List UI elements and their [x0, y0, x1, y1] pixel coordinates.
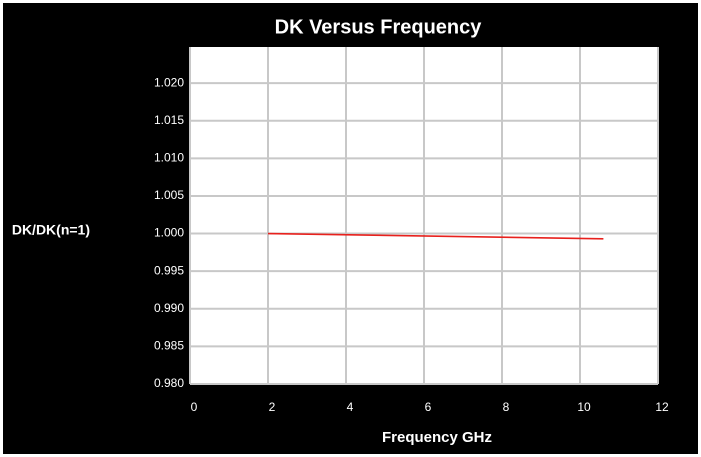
data-line — [267, 232, 604, 240]
x-tick-label: 0 — [191, 400, 198, 414]
y-tick-label: 0.985 — [154, 339, 184, 353]
x-tick-label: 12 — [655, 400, 669, 414]
y-axis-label: DK/DK(n=1) — [12, 222, 90, 238]
x-tick-label: 4 — [347, 400, 354, 414]
y-tick-label: 1.015 — [154, 113, 184, 127]
y-tick-label: 0.995 — [154, 263, 184, 277]
y-tick-label: 1.020 — [154, 75, 184, 89]
y-tick-label: 1.005 — [154, 188, 184, 202]
chart-title: DK Versus Frequency — [275, 16, 483, 38]
x-tick-label: 10 — [577, 400, 591, 414]
y-tick-label: 0.980 — [154, 376, 184, 390]
y-tick-label: 1.000 — [154, 226, 184, 240]
x-tick-label: 2 — [269, 400, 276, 414]
y-tick-label: 0.990 — [154, 301, 184, 315]
x-tick-label: 8 — [503, 400, 510, 414]
y-tick-label: 1.010 — [154, 151, 184, 165]
x-tick-label: 6 — [425, 400, 432, 414]
x-axis-label: Frequency GHz — [382, 429, 492, 446]
